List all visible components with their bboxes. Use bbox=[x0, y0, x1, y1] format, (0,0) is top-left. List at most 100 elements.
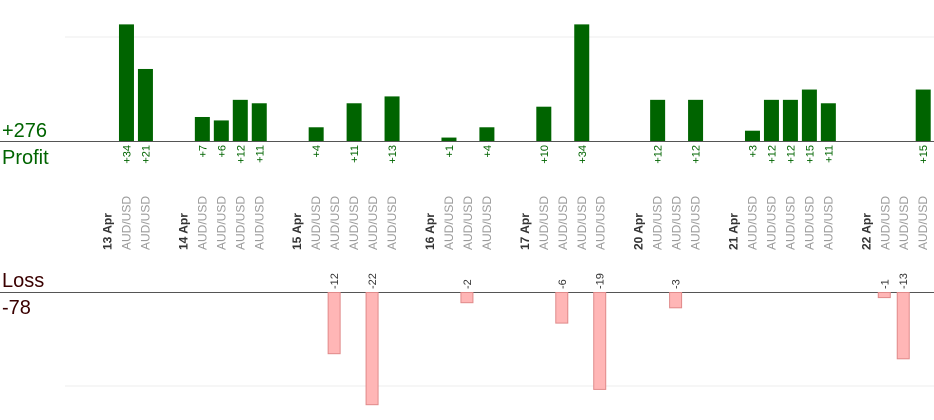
grid bbox=[65, 36, 934, 387]
profit-value-label: +11 bbox=[349, 145, 361, 163]
date-label: 13 Apr bbox=[101, 213, 115, 250]
symbol-label: AUD/USD bbox=[119, 196, 133, 250]
profit-value-label: +6 bbox=[216, 145, 228, 158]
date-label: 17 Apr bbox=[518, 213, 532, 250]
symbol-label: AUD/USD bbox=[480, 196, 494, 250]
profit-total: +276 bbox=[2, 120, 47, 142]
symbol-label: AUD/USD bbox=[537, 196, 551, 250]
loss-bar bbox=[365, 292, 379, 406]
profit-bar bbox=[251, 103, 267, 141]
profit-value-label: +34 bbox=[121, 145, 133, 164]
symbol-label: AUD/USD bbox=[745, 196, 759, 250]
profit-bar bbox=[479, 127, 495, 141]
symbol-label: AUD/USD bbox=[442, 196, 456, 250]
symbol-label: AUD/USD bbox=[821, 196, 835, 250]
symbol-label: AUD/USD bbox=[233, 196, 247, 250]
profit-bars bbox=[118, 24, 931, 142]
loss-bar bbox=[327, 292, 341, 355]
date-label: 20 Apr bbox=[632, 213, 646, 250]
loss-bar bbox=[460, 292, 474, 304]
profit-bar bbox=[744, 130, 760, 141]
symbol-label: AUD/USD bbox=[878, 196, 892, 250]
loss-value-label: -1 bbox=[879, 279, 891, 289]
symbol-label: AUD/USD bbox=[366, 196, 380, 250]
profit-bar bbox=[213, 120, 229, 141]
symbol-label: AUD/USD bbox=[195, 196, 209, 250]
symbol-label: AUD/USD bbox=[556, 196, 570, 250]
date-label: 14 Apr bbox=[176, 213, 190, 250]
loss-bars bbox=[327, 292, 910, 406]
profit-labels: +34 +21 +7 +6 +12 +11 +4 +11 +13 +1 +4 +10 +34 +12 +12… bbox=[121, 145, 930, 164]
symbol-label: AUD/USD bbox=[461, 196, 475, 250]
loss-value-label: -19 bbox=[595, 273, 607, 289]
profit-value-label: +34 bbox=[577, 145, 589, 164]
loss-total: -78 bbox=[2, 297, 31, 319]
profit-bar bbox=[137, 68, 153, 141]
loss-value-label: -13 bbox=[898, 273, 910, 289]
profit-value-label: +15 bbox=[918, 145, 930, 164]
profit-value-label: +4 bbox=[311, 145, 323, 158]
loss-value-label: -3 bbox=[671, 279, 683, 289]
profit-bar bbox=[574, 24, 590, 142]
profit-bar bbox=[441, 137, 457, 141]
loss-labels: -12 -22 -2 -6 -19 -3 -1 -13 bbox=[329, 273, 910, 289]
profit-value-label: +3 bbox=[747, 145, 759, 158]
profit-bar bbox=[194, 116, 210, 141]
profit-value-label: +4 bbox=[482, 145, 494, 158]
profit-value-label: +12 bbox=[653, 145, 665, 164]
symbol-label: AUD/USD bbox=[328, 196, 342, 250]
profit-bar bbox=[384, 96, 400, 141]
symbol-label: AUD/USD bbox=[385, 196, 399, 250]
symbol-label: AUD/USD bbox=[575, 196, 589, 250]
profit-label: Profit bbox=[2, 147, 49, 169]
profit-value-label: +13 bbox=[387, 145, 399, 164]
profit-bar bbox=[308, 127, 324, 141]
profit-bar bbox=[346, 103, 362, 141]
symbol-label: AUD/USD bbox=[670, 196, 684, 250]
profit-value-label: +12 bbox=[785, 145, 797, 164]
profit-bar bbox=[763, 99, 779, 141]
loss-label: Loss bbox=[2, 270, 44, 292]
symbol-label: AUD/USD bbox=[897, 196, 911, 250]
loss-bar bbox=[669, 292, 683, 309]
profit-bar bbox=[232, 99, 248, 141]
loss-value-label: -2 bbox=[462, 279, 474, 289]
date-label: 16 Apr bbox=[423, 213, 437, 250]
profit-bar bbox=[782, 99, 798, 141]
symbol-label: AUD/USD bbox=[594, 196, 608, 250]
profit-value-label: +11 bbox=[254, 145, 266, 163]
date-label: 22 Apr bbox=[859, 213, 873, 250]
loss-bar bbox=[877, 292, 891, 299]
profit-bar bbox=[118, 24, 134, 142]
symbol-label: AUD/USD bbox=[214, 196, 228, 250]
profit-value-label: +10 bbox=[539, 145, 551, 164]
symbol-label: AUD/USD bbox=[764, 196, 778, 250]
symbol-label: AUD/USD bbox=[309, 196, 323, 250]
profit-value-label: +12 bbox=[691, 145, 703, 164]
symbol-label: AUD/USD bbox=[347, 196, 361, 250]
date-label: 15 Apr bbox=[290, 213, 304, 250]
profit-value-label: +12 bbox=[235, 145, 247, 164]
profit-value-label: +15 bbox=[804, 145, 816, 164]
loss-value-label: -22 bbox=[367, 273, 379, 289]
symbol-label: AUD/USD bbox=[916, 196, 930, 250]
x-axis-labels: 13 Apr AUD/USD AUD/USD 14 Apr AUD/USD AUD/USD… bbox=[101, 196, 931, 250]
loss-value-label: -12 bbox=[329, 273, 341, 289]
profit-bar bbox=[650, 99, 666, 141]
date-label: 21 Apr bbox=[727, 213, 741, 250]
loss-bar bbox=[896, 292, 910, 360]
profit-value-label: +21 bbox=[140, 145, 152, 164]
profit-bar bbox=[820, 103, 836, 141]
profit-bar bbox=[801, 89, 817, 141]
profit-value-label: +12 bbox=[766, 145, 778, 164]
loss-bar bbox=[593, 292, 607, 390]
symbol-label: AUD/USD bbox=[802, 196, 816, 250]
loss-bar bbox=[555, 292, 569, 324]
profit-bar bbox=[688, 99, 704, 141]
profit-value-label: +1 bbox=[444, 145, 456, 158]
profit-bar bbox=[915, 89, 931, 141]
profit-value-label: +7 bbox=[197, 145, 209, 158]
symbol-label: AUD/USD bbox=[651, 196, 665, 250]
symbol-label: AUD/USD bbox=[783, 196, 797, 250]
